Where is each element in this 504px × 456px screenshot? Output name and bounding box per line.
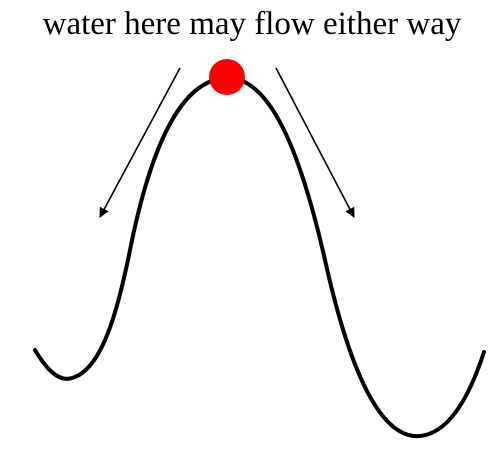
peak-point — [209, 59, 245, 95]
diagram-caption: water here may flow either way — [42, 6, 462, 42]
left-flow-arrow — [99, 67, 181, 218]
right-flow-arrow — [275, 67, 355, 218]
terrain-curve — [33, 75, 486, 439]
